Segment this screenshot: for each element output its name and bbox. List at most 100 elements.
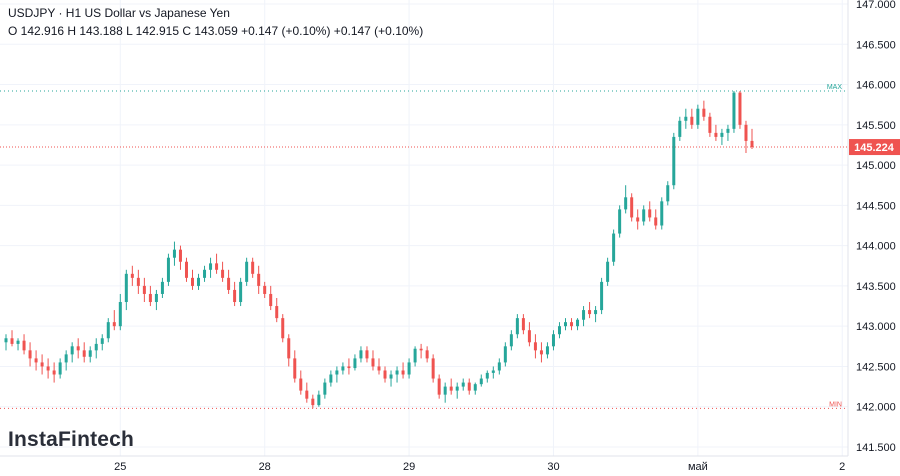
- candle: [94, 338, 98, 359]
- candle: [70, 342, 74, 363]
- candle-body: [160, 281, 164, 294]
- candle: [509, 330, 513, 351]
- candle: [16, 338, 20, 351]
- time-axis: 25 28 29 30 май 2: [0, 455, 848, 473]
- candle: [28, 342, 32, 367]
- candle-body: [582, 310, 586, 320]
- candle: [545, 342, 549, 359]
- candle-body: [172, 249, 176, 258]
- candle: [317, 390, 321, 407]
- candle: [455, 382, 459, 399]
- x-tick-label: 25: [114, 461, 126, 473]
- candle: [341, 362, 345, 375]
- candle: [630, 193, 634, 222]
- candle: [564, 318, 567, 331]
- candle: [702, 100, 706, 121]
- candle-body: [329, 374, 333, 383]
- candle: [287, 334, 291, 367]
- candle: [407, 358, 411, 379]
- candle-body: [654, 217, 658, 226]
- candle: [178, 245, 182, 270]
- candle-body: [46, 366, 50, 371]
- candle-body: [70, 346, 74, 355]
- candle-body: [269, 293, 273, 307]
- candle: [479, 374, 483, 387]
- candle: [551, 330, 555, 351]
- candle-body: [684, 116, 688, 121]
- candle: [588, 302, 592, 319]
- candle: [52, 362, 56, 383]
- candle-body: [431, 358, 435, 379]
- candle: [305, 382, 309, 403]
- candle-body: [413, 348, 417, 363]
- candle: [257, 265, 261, 294]
- candle-body: [533, 342, 537, 351]
- y-tick-label: 142.500: [856, 361, 896, 373]
- candle: [515, 314, 519, 339]
- candle-body: [497, 362, 501, 371]
- candle: [377, 358, 381, 375]
- candle-body: [233, 289, 237, 303]
- candle: [618, 205, 622, 238]
- candle-body: [263, 285, 267, 294]
- candle: [371, 350, 375, 371]
- candle-body: [401, 370, 405, 375]
- candle-body: [323, 382, 327, 395]
- candle: [654, 209, 658, 230]
- candle-body: [335, 370, 339, 375]
- candle: [311, 394, 315, 409]
- candle: [184, 257, 188, 282]
- candle: [449, 378, 453, 395]
- overlay-labels: MAX MIN 145.224: [827, 84, 900, 408]
- candle: [690, 108, 694, 129]
- candle-body: [94, 343, 98, 351]
- candle: [401, 362, 405, 379]
- candle-body: [154, 293, 158, 303]
- candle-body: [58, 362, 62, 375]
- candle-body: [642, 209, 646, 222]
- candle-body: [130, 273, 134, 278]
- candle: [624, 185, 628, 214]
- candle: [582, 306, 586, 327]
- candle-body: [148, 293, 152, 303]
- candle: [203, 265, 207, 282]
- y-tick-label: 144.500: [856, 200, 896, 212]
- y-tick-label: 144.000: [856, 241, 896, 253]
- candle-body: [28, 350, 32, 359]
- candle: [678, 116, 682, 141]
- candle-body: [305, 390, 309, 399]
- candle: [347, 358, 351, 375]
- candle-body: [636, 217, 640, 222]
- candle: [527, 322, 531, 347]
- candle-body: [82, 350, 86, 357]
- candle-body: [142, 285, 146, 294]
- candle-body: [347, 366, 351, 369]
- candle-body: [672, 136, 676, 186]
- candle-body: [215, 263, 219, 270]
- candle: [191, 269, 194, 290]
- candle-body: [281, 318, 285, 339]
- candle-body: [443, 386, 447, 395]
- candle-body: [708, 116, 712, 133]
- candle-body: [178, 249, 182, 262]
- x-tick-label: май: [688, 461, 708, 473]
- candle-body: [696, 108, 700, 125]
- candle-body: [618, 209, 622, 234]
- candle-body: [624, 197, 628, 210]
- candle-body: [341, 366, 345, 371]
- candle-body: [449, 386, 453, 391]
- candle: [154, 289, 158, 311]
- candle: [227, 269, 231, 294]
- candle: [672, 132, 676, 190]
- candle: [359, 346, 363, 363]
- candle: [233, 281, 237, 307]
- candle-body: [106, 322, 110, 339]
- candle-body: [407, 362, 411, 375]
- candle-body: [257, 273, 261, 286]
- candle-body: [732, 92, 736, 129]
- candle-body: [353, 358, 357, 369]
- candle: [738, 90, 742, 129]
- candle: [533, 334, 537, 359]
- candle: [437, 374, 441, 399]
